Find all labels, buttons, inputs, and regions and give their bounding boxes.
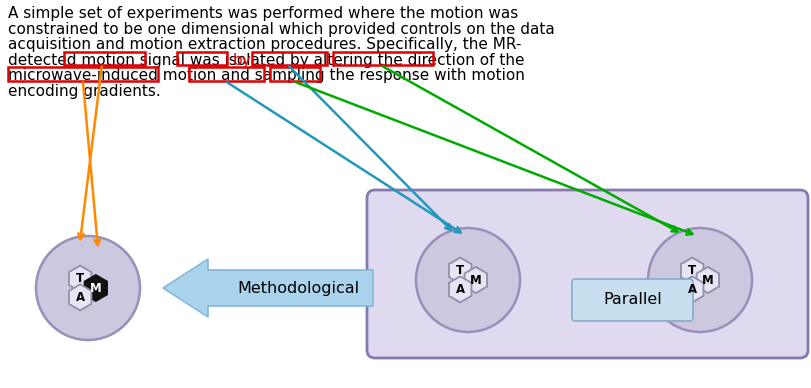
Polygon shape bbox=[84, 275, 107, 301]
Bar bbox=[64, 52, 145, 66]
Polygon shape bbox=[448, 276, 471, 302]
Bar bbox=[251, 52, 326, 66]
FancyArrow shape bbox=[163, 259, 372, 317]
Text: constrained to be one dimensional which provided controls on the data: constrained to be one dimensional which … bbox=[8, 22, 554, 36]
Text: A: A bbox=[455, 283, 464, 296]
Circle shape bbox=[647, 228, 751, 332]
Circle shape bbox=[415, 228, 519, 332]
Text: T: T bbox=[456, 264, 464, 277]
Polygon shape bbox=[69, 266, 92, 292]
Text: encoding gradients.: encoding gradients. bbox=[8, 84, 161, 99]
Text: detected motion signal was isolated by altering the direction of the: detected motion signal was isolated by a… bbox=[8, 53, 524, 68]
Bar bbox=[177, 52, 226, 66]
Polygon shape bbox=[696, 267, 719, 293]
Bar bbox=[333, 52, 432, 66]
Polygon shape bbox=[69, 284, 92, 310]
Polygon shape bbox=[680, 258, 702, 284]
Text: T: T bbox=[76, 272, 84, 285]
Polygon shape bbox=[464, 267, 487, 293]
Text: A: A bbox=[687, 283, 696, 296]
Text: Methodological: Methodological bbox=[237, 281, 358, 296]
Text: microwave-induced motion and sampling the response with motion: microwave-induced motion and sampling th… bbox=[8, 68, 524, 83]
Bar bbox=[8, 68, 158, 81]
FancyBboxPatch shape bbox=[367, 190, 807, 358]
Text: A simple set of experiments was performed where the motion was: A simple set of experiments was performe… bbox=[8, 6, 517, 21]
Text: A: A bbox=[75, 291, 84, 304]
Text: M: M bbox=[90, 282, 101, 294]
Polygon shape bbox=[448, 258, 471, 284]
Bar bbox=[270, 68, 320, 81]
Text: by: by bbox=[233, 53, 251, 68]
Circle shape bbox=[36, 236, 139, 340]
FancyBboxPatch shape bbox=[571, 279, 692, 321]
Bar bbox=[189, 68, 264, 81]
Polygon shape bbox=[680, 276, 702, 302]
Text: M: M bbox=[470, 274, 481, 286]
Text: T: T bbox=[687, 264, 695, 277]
Text: M: M bbox=[701, 274, 713, 286]
Text: Parallel: Parallel bbox=[603, 293, 661, 308]
Text: acquisition and motion extraction procedures. Specifically, the MR-: acquisition and motion extraction proced… bbox=[8, 37, 521, 52]
